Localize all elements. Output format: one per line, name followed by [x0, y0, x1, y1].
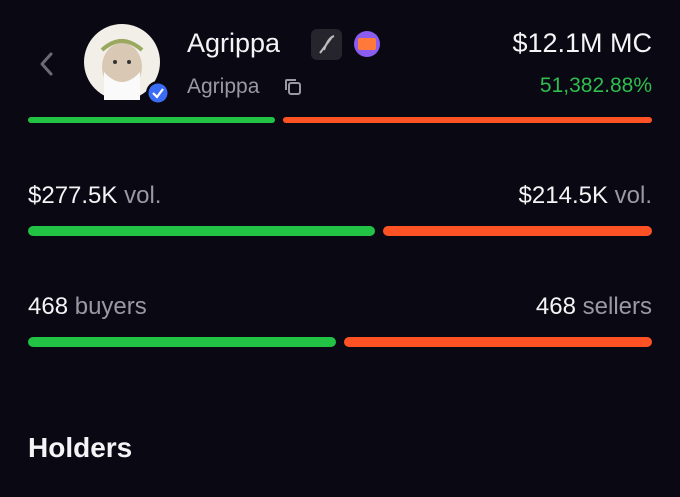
buy-bar — [28, 337, 336, 347]
token-ticker: Agrippa — [187, 75, 260, 98]
buy-bar — [28, 226, 376, 236]
avatar — [84, 24, 170, 105]
sell-bar — [383, 226, 652, 236]
price-change: 51,382.88% — [539, 74, 652, 97]
buy-volume-unit: vol. — [124, 182, 162, 209]
buyers-label: buyers — [74, 293, 147, 320]
copy-button[interactable] — [283, 77, 305, 99]
buyers-count: 468 — [28, 293, 69, 320]
sellers-label: sellers — [582, 293, 652, 320]
sell-volume: $214.5K vol. — [519, 182, 652, 210]
back-button[interactable] — [36, 50, 58, 78]
buy-volume-value: $277.5K — [28, 182, 118, 209]
token-name: Agrippa — [187, 28, 281, 58]
sellers: 468 sellers — [536, 293, 652, 321]
holders-title: Holders — [28, 432, 133, 463]
sell-bar — [344, 337, 652, 347]
buyers: 468 buyers — [28, 293, 147, 321]
market-cap: $12.1M MC — [512, 28, 652, 58]
buy-volume: $277.5K vol. — [28, 182, 161, 210]
top-buy-bar — [28, 117, 275, 123]
sell-volume-unit: vol. — [614, 182, 652, 209]
sell-volume-value: $214.5K — [518, 182, 608, 209]
top-sell-bar — [283, 117, 652, 123]
sellers-count: 468 — [535, 293, 576, 320]
badges — [311, 29, 380, 60]
